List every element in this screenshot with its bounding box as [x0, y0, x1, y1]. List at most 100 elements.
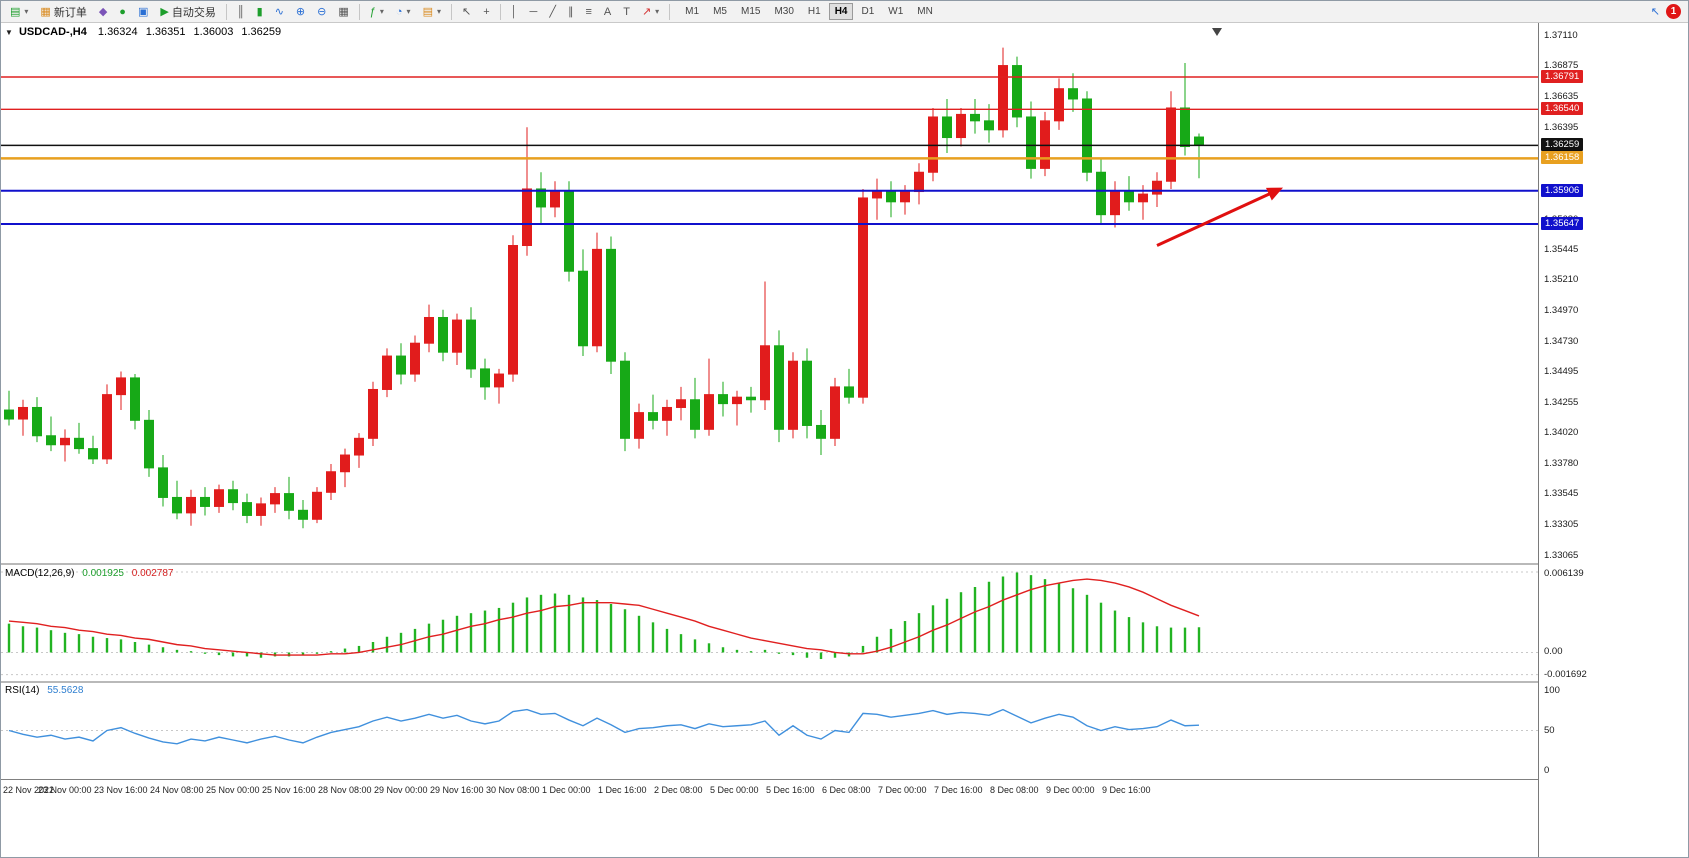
timeframe-d1-button[interactable]: D1 — [855, 3, 880, 20]
time-axis-label: 23 Nov 00:00 — [38, 785, 92, 795]
bar-chart-button[interactable]: ║ — [232, 3, 250, 21]
line-chart-button[interactable]: ∿ — [270, 3, 289, 21]
price-line-badge: 1.36158 — [1541, 151, 1584, 165]
timeframe-w1-button[interactable]: W1 — [882, 3, 909, 20]
new-chart-button[interactable]: ▤ ▾ — [5, 3, 33, 21]
channel-tool-button[interactable]: ∥ — [563, 3, 579, 21]
indicators-button[interactable]: ƒ ▾ — [365, 3, 389, 21]
price-axis[interactable]: 1.371101.368751.366351.363951.361551.359… — [1538, 23, 1688, 857]
price-tick: 1.36395 — [1544, 121, 1579, 133]
symbol-title: USDCAD-,H4 — [18, 26, 87, 38]
time-axis[interactable]: 22 Nov 2022 23 Nov 00:00 23 Nov 16:00 24 No… — [1, 780, 1538, 802]
timeframe-h1-button[interactable]: H1 — [802, 3, 827, 20]
new-order-button[interactable]: ▦ 新订单 — [35, 3, 91, 21]
toolbar-right-group: ↖ 1 — [1651, 4, 1685, 19]
time-axis-label: 2 Dec 08:00 — [654, 785, 703, 795]
timeframe-m15-button[interactable]: M15 — [735, 3, 766, 20]
autotrading-button[interactable]: ▶ 自动交易 — [155, 3, 220, 21]
time-axis-label: 7 Dec 00:00 — [878, 785, 927, 795]
zoom-out-button[interactable]: ⊖ — [312, 3, 331, 21]
market-button[interactable]: ◆ — [94, 3, 112, 21]
timeframe-m1-button[interactable]: M1 — [679, 3, 705, 20]
text-label-tool-button[interactable]: T — [618, 3, 635, 21]
price-tick: 1.33305 — [1544, 519, 1579, 531]
price-tick: 1.35445 — [1544, 244, 1579, 255]
time-axis-label: 9 Dec 00:00 — [1046, 785, 1095, 795]
price-tick: 1.33545 — [1544, 488, 1579, 500]
rsi-scale-tick: 100 — [1544, 685, 1560, 696]
horizontal-line-tool-button[interactable]: ─ — [525, 3, 543, 21]
rsi-scale-tick: 50 — [1544, 724, 1555, 736]
macd-scale-tick: 0.00 — [1544, 646, 1563, 658]
community-icon: ▣ — [137, 5, 149, 18]
time-axis-separator — [1, 779, 1688, 780]
arrow-annotation-layer[interactable] — [1156, 187, 1283, 247]
price-tick: 1.34255 — [1544, 396, 1579, 408]
periods-button[interactable]: ◔ ▾ — [391, 3, 416, 21]
pane-splitter-rsi[interactable] — [1, 681, 1688, 683]
signals-icon: ● — [119, 5, 126, 18]
pointer-icon[interactable]: ↖ — [1650, 5, 1660, 18]
horizontal-lines-layer[interactable] — [1, 28, 1538, 226]
pane-splitter-macd[interactable] — [1, 563, 1688, 565]
notification-badge[interactable]: 1 — [1666, 4, 1681, 19]
line-chart-icon: ∿ — [274, 5, 284, 18]
chevron-down-icon: ▾ — [655, 7, 660, 16]
zoom-in-button[interactable]: ⊕ — [291, 3, 310, 21]
arrows-icon: ↗ — [641, 5, 652, 18]
time-axis-label: 8 Dec 08:00 — [990, 785, 1039, 795]
expand-icon[interactable]: ▼ — [5, 28, 13, 37]
vertical-line-icon: │ — [510, 5, 518, 18]
horizontal-line-icon: ─ — [529, 5, 538, 18]
indicators-icon: ƒ — [369, 5, 376, 18]
rsi-label: RSI(14) 55.5628 — [5, 685, 83, 696]
new-chart-icon: ▤ — [10, 5, 21, 18]
new-order-label: 新订单 — [53, 6, 87, 19]
price-line-badge: 1.35906 — [1541, 183, 1584, 197]
toolbar-separator — [225, 3, 227, 20]
timeframe-m5-button[interactable]: M5 — [707, 3, 733, 20]
cursor-icon: ↖ — [461, 5, 472, 18]
tile-windows-icon: ▦ — [338, 5, 349, 18]
time-axis-label: 30 Nov 08:00 — [486, 785, 540, 795]
ohlc-high: 1.36351 — [145, 26, 186, 38]
price-line-badge: 1.35647 — [1541, 217, 1584, 231]
timeframe-toolbar: M1 M5 M15 M30 H1 H4 D1 W1 MN — [678, 3, 940, 20]
timeframe-mn-button[interactable]: MN — [911, 3, 939, 20]
candlestick-chart-canvas[interactable] — [1, 23, 1538, 780]
trendline-tool-button[interactable]: ╱ — [544, 3, 561, 21]
price-tick: 1.33780 — [1544, 458, 1579, 470]
macd-indicator-layer — [1, 571, 1538, 676]
timeframe-m30-button[interactable]: M30 — [768, 3, 799, 20]
time-axis-label: 28 Nov 08:00 — [318, 785, 372, 795]
time-axis-label: 29 Nov 16:00 — [430, 785, 484, 795]
zoom-out-icon: ⊖ — [317, 5, 327, 18]
price-tick: 1.36875 — [1544, 60, 1579, 72]
cursor-tool-button[interactable]: ↖ — [457, 3, 476, 21]
rsi-name: RSI(14) — [5, 685, 40, 696]
time-axis-label: 1 Dec 00:00 — [542, 785, 591, 795]
candlesticks-layer — [4, 47, 1204, 529]
templates-button[interactable]: ▤ ▾ — [418, 3, 446, 21]
time-axis-label: 6 Dec 08:00 — [822, 785, 871, 795]
arrows-tool-button[interactable]: ↗ ▾ — [637, 3, 664, 21]
timeframe-h4-button[interactable]: H4 — [828, 3, 854, 20]
text-tool-button[interactable]: A — [599, 3, 616, 21]
time-axis-label: 9 Dec 16:00 — [1102, 785, 1151, 795]
tile-windows-button[interactable]: ▦ — [333, 3, 353, 21]
crosshair-tool-button[interactable]: + — [478, 3, 494, 21]
time-axis-label: 25 Nov 00:00 — [206, 785, 260, 795]
market-icon: ◆ — [98, 5, 108, 18]
price-tick: 1.34730 — [1544, 335, 1579, 347]
signals-button[interactable]: ● — [114, 3, 131, 21]
chevron-down-icon: ▾ — [24, 7, 29, 16]
price-tick: 1.33065 — [1544, 549, 1579, 561]
price-tick: 1.34495 — [1544, 366, 1579, 378]
vertical-line-tool-button[interactable]: │ — [506, 3, 523, 21]
fibonacci-tool-button[interactable]: ≡ — [580, 3, 596, 21]
candlestick-chart-button[interactable]: ▮ — [252, 3, 268, 21]
time-axis-label: 5 Dec 16:00 — [766, 785, 815, 795]
community-button[interactable]: ▣ — [133, 3, 153, 21]
price-line-badge: 1.36791 — [1541, 70, 1584, 83]
